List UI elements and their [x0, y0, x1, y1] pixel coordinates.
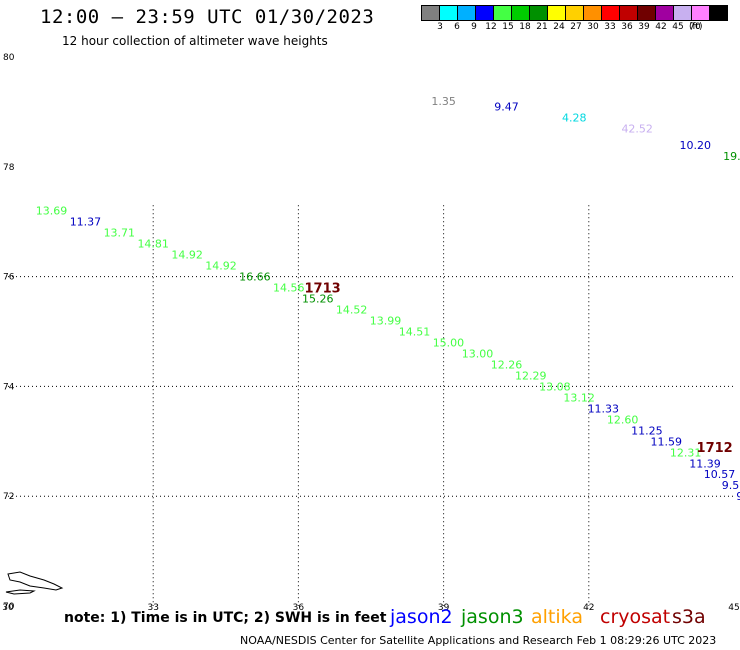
y-tick-label: 80 — [3, 53, 15, 63]
wave-height-label: 12.29 — [515, 369, 547, 382]
wave-height-label: 9.56 — [722, 479, 740, 492]
legend-label: 39 — [638, 22, 650, 32]
footer-note: note: 1) Time is in UTC; 2) SWH is in fe… — [64, 610, 387, 626]
legend-label: 24 — [553, 22, 565, 32]
wave-height-label: 12.26 — [491, 358, 523, 371]
time-label: 1712 — [697, 441, 733, 456]
legend-label: 33 — [604, 22, 616, 32]
wave-height-label: 10.20 — [680, 139, 712, 152]
wave-height-label: 4.28 — [562, 111, 587, 124]
legend-label: 27 — [570, 22, 582, 32]
credit-line: NOAA/NESDIS Center for Satellite Applica… — [240, 634, 717, 647]
satellite-label-jason3: jason3 — [461, 606, 524, 628]
wave-height-label: 9.51 — [736, 490, 740, 503]
legend-label: 9 — [471, 22, 477, 32]
chart-subtitle: 12 hour collection of altimeter wave hei… — [62, 34, 328, 48]
chart-title: 12:00 – 23:59 UTC 01/30/2023 — [40, 6, 375, 28]
legend-label: 45 — [672, 22, 684, 32]
wave-height-label: 14.52 — [336, 304, 368, 317]
color-legend: 3 6 9 12 15 18 21 24 27 30 33 36 39 42 45 70 (ft) — [421, 5, 728, 32]
wave-height-label: 16.66 — [239, 271, 271, 284]
legend-unit: (ft) — [689, 22, 703, 32]
wave-height-label: 11.25 — [631, 424, 663, 437]
y-tick-label: 72 — [3, 492, 14, 502]
wave-height-label: 10.57 — [704, 468, 736, 481]
wave-height-label: 12.60 — [607, 413, 639, 426]
x-tick-label: 39 — [438, 603, 450, 613]
legend-label: 36 — [621, 22, 633, 32]
y-tick-label: 70 — [3, 602, 15, 612]
wave-height-label: 9.47 — [494, 100, 519, 113]
wave-height-label: 15.00 — [433, 336, 465, 349]
wave-height-label: 13.00 — [462, 347, 494, 360]
legend-label: 21 — [536, 22, 548, 32]
wave-height-label: 19.88 — [723, 150, 740, 163]
wave-height-label: 13.99 — [370, 315, 402, 328]
wave-height-label: 11.59 — [650, 435, 682, 448]
legend-label: 70 — [689, 22, 701, 32]
wave-height-label: 13.71 — [104, 227, 136, 240]
legend-label: 6 — [454, 22, 460, 32]
satellite-label-s3a: s3a — [672, 606, 706, 628]
y-tick-label: 78 — [3, 163, 15, 173]
wave-height-label: 42.52 — [621, 122, 653, 135]
satellite-label-cryosat: cryosat — [600, 606, 671, 628]
legend-label: 30 — [587, 22, 599, 32]
x-tick-label: 30 — [2, 603, 14, 613]
wave-height-label: 11.37 — [70, 216, 102, 229]
wave-height-label: 14.92 — [205, 260, 237, 273]
satellite-label-altika: altika — [531, 606, 583, 628]
wave-height-label: 12.31 — [670, 446, 702, 459]
legend-label: 18 — [519, 22, 531, 32]
satellite-label-jason2: jason2 — [390, 606, 453, 628]
legend-label: 42 — [655, 22, 667, 32]
legend-label: 3 — [437, 22, 443, 32]
legend-label: 15 — [502, 22, 514, 32]
legend-label: 12 — [485, 22, 497, 32]
y-tick-label: 74 — [3, 382, 15, 392]
wave-height-label: 1.35 — [431, 95, 456, 108]
wave-height-label: 14.51 — [399, 326, 431, 339]
coastline — [5, 571, 64, 595]
wave-height-label: 15.26 — [302, 293, 334, 306]
wave-height-label: 14.56 — [273, 282, 305, 295]
wave-height-label: 13.08 — [539, 380, 571, 393]
wave-height-label: 13.12 — [563, 391, 595, 404]
x-tick-label: 33 — [147, 603, 158, 613]
legend-swatch — [709, 5, 728, 21]
wave-height-label: 11.33 — [588, 402, 620, 415]
x-tick-label: 42 — [583, 603, 594, 613]
wave-height-label: 11.39 — [689, 457, 721, 470]
y-tick-label: 76 — [3, 273, 15, 283]
time-label: 1713 — [305, 282, 341, 297]
x-tick-label: 45 — [728, 603, 739, 613]
wave-height-label: 14.92 — [171, 249, 203, 262]
x-tick-label: 36 — [293, 603, 305, 613]
wave-height-label: 13.69 — [36, 205, 68, 218]
wave-height-label: 14.81 — [137, 238, 169, 251]
